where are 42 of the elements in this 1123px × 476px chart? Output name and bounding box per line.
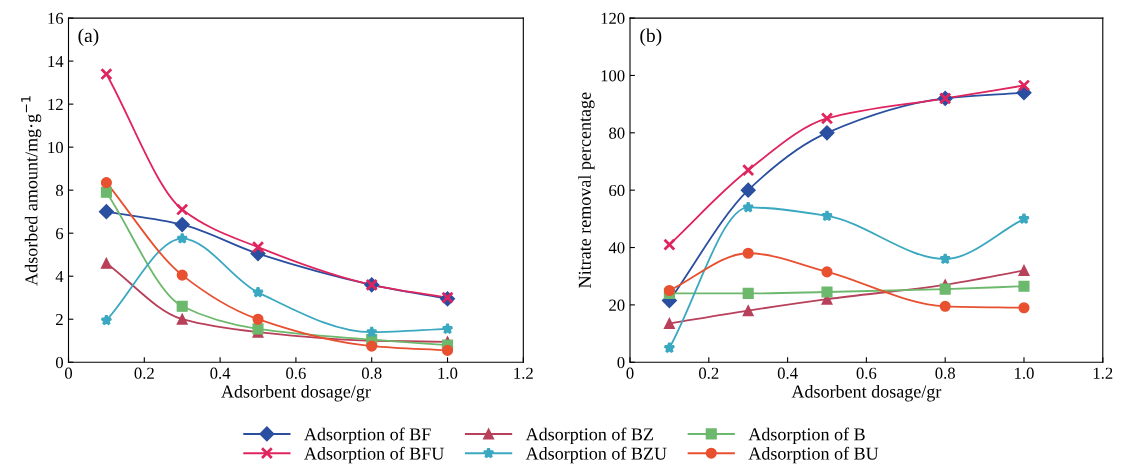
y-tick-label: 40: [608, 242, 625, 254]
y-tick-label: 120: [601, 12, 625, 25]
y-axis-title: Adsorbed amount/mg·g$^{−1}$: [21, 96, 42, 286]
x-tick-label: 0.2: [134, 367, 154, 379]
x-tick-label: 0: [64, 367, 73, 379]
y-tick-label: 100: [601, 70, 625, 82]
y-tick-label: 80: [609, 127, 625, 139]
y-axis-title: Nitrate removal percentage: [578, 92, 595, 288]
y-tick-label: 20: [609, 299, 625, 311]
x-tick-label: 0.8: [935, 367, 955, 379]
legend-label: Adsorption of B: [748, 427, 865, 445]
legend-label: Adsorption of BZU: [525, 446, 667, 464]
y-tick-label: 4: [55, 271, 64, 282]
legend-label: Adsorption of BU: [748, 446, 879, 464]
x-tick-label: 0.2: [699, 367, 719, 379]
legend-label: Adsorption of BZ: [525, 427, 653, 445]
x-axis-title: Adsorbent dosage/gr: [221, 384, 371, 402]
y-tick-label: 16: [48, 12, 64, 25]
y-tick-label: 14: [48, 55, 64, 67]
x-tick-label: 0: [626, 367, 634, 379]
y-tick-label: 6: [56, 227, 64, 240]
y-tick-label: 12: [48, 98, 63, 110]
x-tick-label: 0.6: [286, 367, 306, 379]
legend-label: Adsorption of BF: [304, 427, 431, 445]
legend-label: Adsorption of BFU: [304, 446, 444, 464]
y-tick-label: 2: [56, 313, 63, 325]
x-tick-label: 0.6: [856, 367, 877, 379]
x-tick-label: 1.2: [1093, 367, 1113, 379]
x-tick-label: 0.4: [210, 367, 231, 379]
x-tick-label: 0.8: [361, 367, 382, 379]
y-tick-label: 60: [609, 184, 625, 197]
y-tick-label: 8: [55, 184, 64, 197]
annotation: (a): [78, 28, 99, 47]
x-tick-label: 1.0: [438, 367, 458, 379]
x-axis-title: Adsorbent dosage/gr: [791, 384, 942, 402]
annotation: (b): [640, 28, 662, 47]
x-tick-label: 1.2: [514, 367, 533, 379]
y-tick-label: 0: [617, 356, 625, 369]
y-tick-label: 10: [48, 141, 64, 154]
x-tick-label: 0.4: [777, 367, 798, 379]
x-tick-label: 1.0: [1015, 367, 1034, 379]
y-tick-label: 0: [55, 356, 64, 369]
